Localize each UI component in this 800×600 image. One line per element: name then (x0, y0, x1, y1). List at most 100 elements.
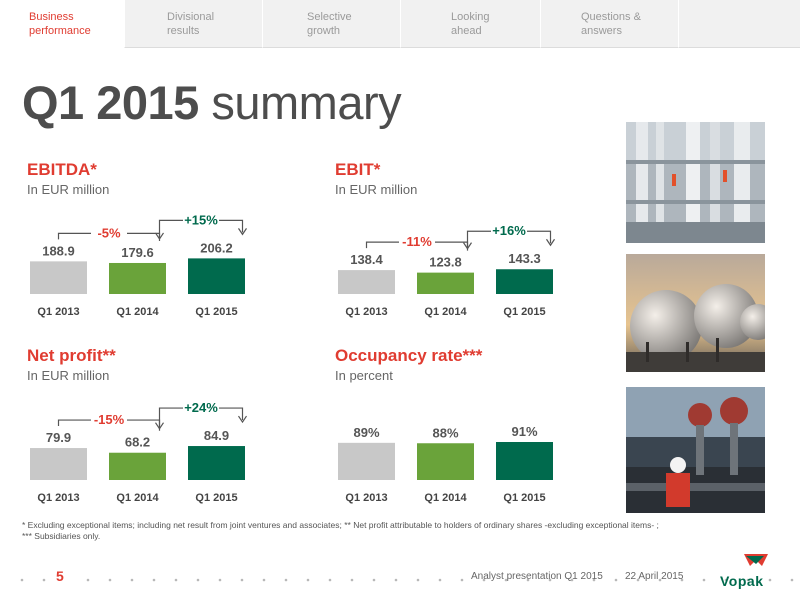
operator-at-valves-photo (626, 387, 765, 513)
bar-value-label: 91% (511, 424, 537, 439)
change-label-bg (91, 412, 127, 427)
footer-dot (482, 578, 486, 582)
bar-value-label: 84.9 (204, 428, 229, 443)
change-label: -11% (402, 234, 432, 249)
category-label: Q1 2013 (37, 492, 79, 504)
footer-dot (460, 578, 464, 582)
footer-dot (768, 578, 772, 582)
footer-dot (262, 578, 266, 582)
occupancy-title: Occupancy rate*** (335, 346, 483, 365)
bar-value-label: 188.9 (42, 243, 75, 258)
footer-dot (790, 578, 794, 582)
tab-selective-growth[interactable]: Selective growth (262, 0, 400, 48)
footer-dot (526, 578, 530, 582)
footer-dot (130, 578, 134, 582)
category-label: Q1 2015 (195, 306, 237, 318)
bar-value-label: 206.2 (200, 240, 233, 255)
category-label: Q1 2014 (116, 492, 159, 504)
category-label: Q1 2014 (116, 306, 159, 318)
footer-dot (614, 578, 618, 582)
footer-dot (152, 578, 156, 582)
occupancy-panel: Occupancy rate*** In percent 89% Q1 2013 8… (335, 346, 615, 504)
bar-q1-2015 (188, 446, 245, 480)
footer-dot (350, 578, 354, 582)
bar-value-label: 143.3 (508, 251, 541, 266)
footer-dotted-line (20, 578, 794, 582)
category-label: Q1 2015 (503, 492, 545, 504)
change-label: -5% (97, 225, 121, 240)
change-label-bg (399, 234, 435, 249)
category-label: Q1 2013 (345, 306, 387, 318)
page-title-bold: Q1 2015 (22, 76, 199, 129)
net-profit-title: Net profit** (27, 346, 116, 365)
footer-dot (42, 578, 46, 582)
footer-dot (746, 578, 750, 582)
footer-dot (20, 578, 24, 582)
footer-dot (174, 578, 178, 582)
bar-q1-2014 (109, 262, 166, 294)
footer-dot (86, 578, 90, 582)
footer-dot (284, 578, 288, 582)
footer-dot (702, 578, 706, 582)
ebit-chart: 138.4 Q1 2013 123.8 Q1 2014 143.3 Q1 2015 -11%… (338, 223, 555, 318)
footer-dot (680, 578, 684, 582)
change-label-bg (491, 223, 527, 238)
occupancy-subtitle: In percent (335, 368, 393, 383)
tab-business-performance[interactable]: Business performance (0, 0, 124, 48)
bar-value-label: 88% (432, 425, 458, 440)
occupancy-chart: 89% Q1 2013 88% Q1 2014 91% Q1 2015 (338, 424, 553, 504)
footer-dot (636, 578, 640, 582)
footer-dot (592, 578, 596, 582)
footer-dot (504, 578, 508, 582)
tab-questions-answers[interactable]: Questions & answers (540, 0, 678, 48)
change-arrowhead (546, 238, 555, 247)
change-label: +16% (492, 223, 526, 238)
footer-dot (196, 578, 200, 582)
ebit-title: EBIT* (335, 160, 381, 179)
bar-q1-2015 (188, 258, 245, 294)
bar-q1-2013 (338, 270, 395, 294)
ebitda-panel: EBITDA* In EUR million 188.9 Q1 2013 179.6… (27, 160, 307, 318)
ebitda-chart: 188.9 Q1 2013 179.6 Q1 2014 206.2 Q1 2015 -5% +… (30, 212, 247, 318)
footer-dot (548, 578, 552, 582)
tab-spacer (678, 0, 800, 48)
tab-looking-ahead[interactable]: Looking ahead (400, 0, 540, 48)
footer-dot (240, 578, 244, 582)
page-number: 5 (56, 568, 64, 584)
footer-dot (218, 578, 222, 582)
storage-tank-pipework-photo (626, 122, 765, 243)
bar-q1-2015 (496, 269, 553, 294)
footer-dot (108, 578, 112, 582)
footer-dot (416, 578, 420, 582)
ebit-panel: EBIT* In EUR million 138.4 Q1 2013 123.8 Q1… (335, 160, 615, 318)
footer-dot (394, 578, 398, 582)
bar-value-label: 79.9 (46, 430, 71, 445)
bar-q1-2013 (30, 261, 87, 294)
footer-dot (570, 578, 574, 582)
category-label: Q1 2015 (195, 492, 237, 504)
category-label: Q1 2015 (503, 306, 545, 318)
bar-q1-2013 (338, 442, 395, 480)
footer-dot (658, 578, 662, 582)
change-arrowhead (238, 415, 247, 424)
ebit-subtitle: In EUR million (335, 182, 418, 197)
change-label: -15% (94, 412, 125, 427)
bar-value-label: 89% (353, 425, 379, 440)
bar-q1-2014 (109, 452, 166, 480)
section-tabs: Business performance Divisional results … (0, 0, 800, 48)
change-label: +24% (184, 400, 218, 415)
footer-dot (306, 578, 310, 582)
tab-divisional-results[interactable]: Divisional results (124, 0, 262, 48)
footnotes: * Excluding exceptional items; including… (22, 520, 782, 542)
net-profit-chart: 79.9 Q1 2013 68.2 Q1 2014 84.9 Q1 2015 -15% +24… (30, 400, 247, 504)
vopak-logo-text: Vopak (720, 573, 764, 589)
ebitda-subtitle: In EUR million (27, 182, 110, 197)
change-label-bg (183, 212, 219, 227)
presentation-name: Analyst presentation Q1 2015 (471, 571, 603, 582)
category-label: Q1 2013 (345, 492, 387, 504)
category-label: Q1 2014 (424, 306, 467, 318)
spherical-gas-tanks-photo (626, 254, 765, 372)
category-label: Q1 2014 (424, 492, 467, 504)
presentation-date: 22 April 2015 (625, 571, 684, 582)
category-label: Q1 2013 (37, 306, 79, 318)
